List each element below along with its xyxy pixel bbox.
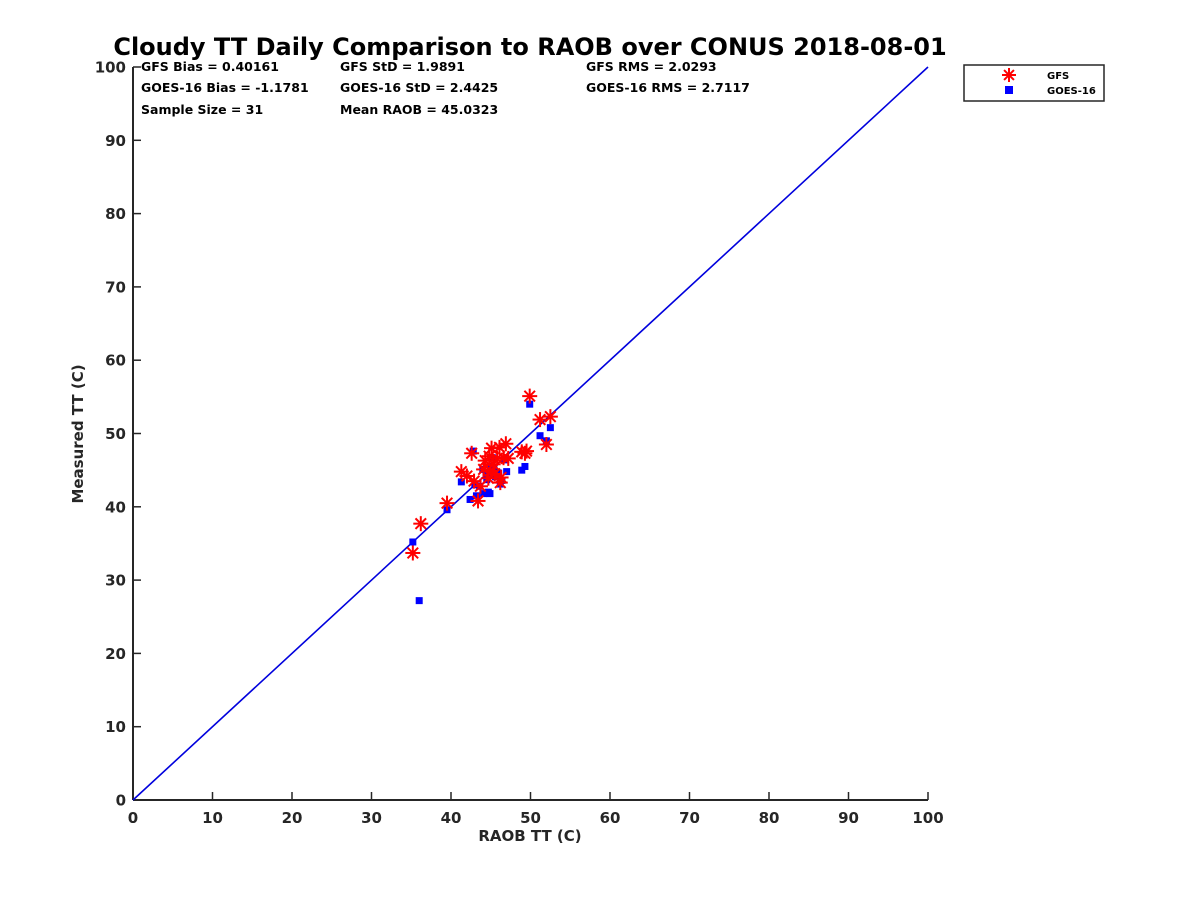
y-tick-label: 30 (105, 572, 126, 590)
y-tick-label: 40 (105, 498, 126, 516)
stat-text: GOES-16 StD = 2.4425 (340, 80, 498, 95)
goes16-point (480, 490, 488, 498)
stat-text: GFS RMS = 2.0293 (586, 59, 717, 74)
x-tick-label: 90 (838, 809, 859, 827)
goes16-point (457, 478, 465, 486)
gfs-point (459, 468, 475, 484)
y-tick-label: 10 (105, 718, 126, 736)
x-ticks: 0 10 20 30 40 50 60 70 80 90 100 (128, 792, 944, 827)
goes16-point (486, 490, 494, 498)
gfs-point (483, 463, 499, 479)
y-tick-label: 80 (105, 205, 126, 223)
chart-title: Cloudy TT Daily Comparison to RAOB over … (113, 33, 946, 61)
x-tick-label: 100 (912, 809, 943, 827)
goes16-point (415, 597, 423, 605)
gfs-point (542, 409, 558, 425)
y-tick-label: 90 (105, 132, 126, 150)
stat-text: Sample Size = 31 (141, 102, 263, 117)
y-ticks: 0 10 20 30 40 50 60 70 80 90 100 (95, 59, 141, 810)
stat-text: GOES-16 RMS = 2.7117 (586, 80, 750, 95)
goes16-point (521, 462, 529, 470)
gfs-point (519, 443, 535, 459)
x-axis-label: RAOB TT (C) (478, 827, 581, 845)
legend-goes16-marker (1005, 86, 1013, 94)
legend-goes16-label: GOES-16 (1047, 86, 1096, 97)
legend-gfs-asterisk (1002, 68, 1016, 82)
legend-box (963, 64, 1105, 102)
goes16-point (409, 538, 417, 546)
y-tick-label: 100 (95, 59, 126, 77)
goes16-point (466, 495, 474, 503)
x-tick-label: 70 (679, 809, 700, 827)
gfs-point (493, 469, 509, 485)
gfs-point (522, 388, 538, 404)
gfs-point (464, 445, 480, 461)
x-tick-label: 60 (600, 809, 621, 827)
y-tick-label: 70 (105, 278, 126, 296)
legend-gfs-label: GFS (1047, 71, 1069, 82)
gfs-point (470, 493, 486, 509)
plot-area: 0 10 20 30 40 50 60 70 80 90 100 0 10 20 30 40 50 60 70 80… (95, 59, 944, 828)
goes16-point (472, 492, 480, 500)
gfs-point (500, 450, 516, 466)
goes16-point (526, 400, 534, 408)
goes16-point (518, 466, 526, 474)
y-tick-label: 50 (105, 425, 126, 443)
x-tick-label: 80 (759, 809, 780, 827)
gfs-point (405, 545, 421, 561)
stat-text: GFS Bias = 0.40161 (141, 59, 279, 74)
one-to-one-line (132, 66, 929, 801)
gfs-point (532, 412, 548, 428)
x-tick-label: 20 (282, 809, 303, 827)
goes16-point (503, 468, 511, 476)
y-tick-label: 60 (105, 352, 126, 370)
stat-text: GOES-16 Bias = -1.1781 (141, 80, 309, 95)
gfs-point (538, 436, 554, 452)
stats-block: GFS Bias = 0.40161 GFS StD = 1.9891 GFS RM… (141, 59, 750, 117)
y-axis-label: Measured TT (C) (69, 364, 87, 503)
x-tick-label: 0 (128, 809, 138, 827)
x-tick-label: 40 (441, 809, 462, 827)
legend-gfs-marker (1002, 68, 1016, 82)
x-tick-label: 10 (202, 809, 223, 827)
gfs-point (498, 436, 514, 452)
y-tick-label: 20 (105, 645, 126, 663)
legend: GFS GOES-16 (963, 64, 1105, 102)
gfs-point (413, 516, 429, 532)
stat-text: GFS StD = 1.9891 (340, 59, 465, 74)
stat-text: Mean RAOB = 45.0323 (340, 102, 498, 117)
y-tick-label: 0 (116, 792, 126, 810)
x-tick-label: 30 (361, 809, 382, 827)
x-tick-label: 50 (520, 809, 541, 827)
goes16-point (546, 424, 554, 432)
series-gfs (405, 388, 558, 561)
gfs-point (439, 495, 455, 511)
goes16-point (536, 432, 544, 440)
